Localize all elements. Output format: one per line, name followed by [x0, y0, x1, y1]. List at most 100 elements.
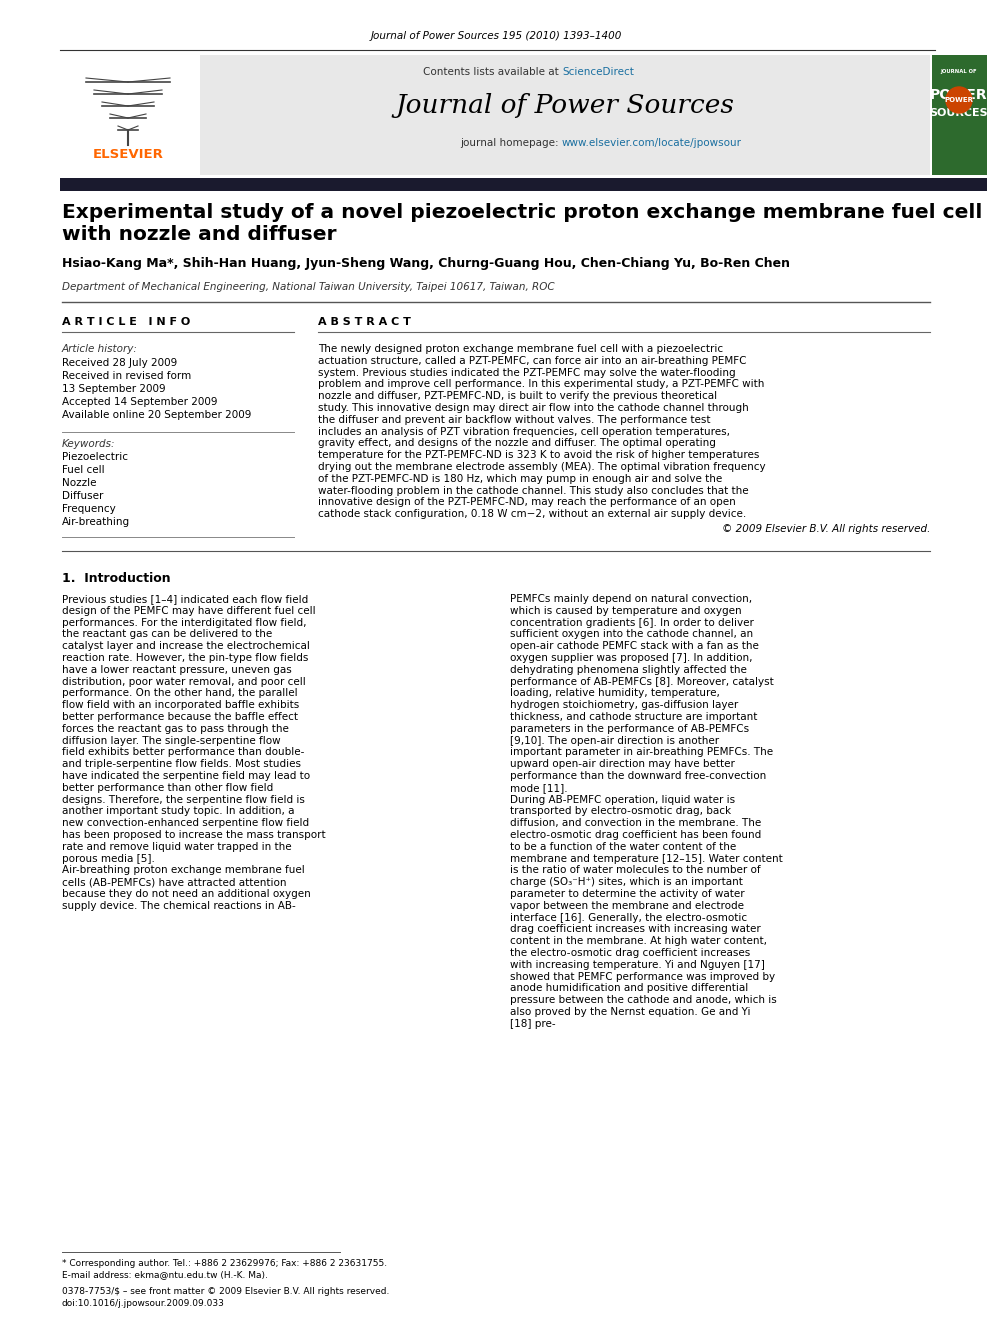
Text: ELSEVIER: ELSEVIER [92, 148, 164, 161]
Text: nozzle and diffuser, PZT-PEMFC-ND, is built to verify the previous theoretical: nozzle and diffuser, PZT-PEMFC-ND, is bu… [318, 392, 717, 401]
Text: vapor between the membrane and electrode: vapor between the membrane and electrode [510, 901, 744, 910]
Text: Experimental study of a novel piezoelectric proton exchange membrane fuel cell: Experimental study of a novel piezoelect… [62, 204, 982, 222]
Text: A R T I C L E   I N F O: A R T I C L E I N F O [62, 318, 190, 327]
Text: diffusion, and convection in the membrane. The: diffusion, and convection in the membran… [510, 818, 761, 828]
Text: © 2009 Elsevier B.V. All rights reserved.: © 2009 Elsevier B.V. All rights reserved… [721, 524, 930, 534]
Text: performance. On the other hand, the parallel: performance. On the other hand, the para… [62, 688, 298, 699]
Text: www.elsevier.com/locate/jpowsour: www.elsevier.com/locate/jpowsour [562, 138, 742, 148]
Text: Air-breathing proton exchange membrane fuel: Air-breathing proton exchange membrane f… [62, 865, 305, 876]
Text: upward open-air direction may have better: upward open-air direction may have bette… [510, 759, 735, 769]
Text: Article history:: Article history: [62, 344, 138, 355]
Text: study. This innovative design may direct air flow into the cathode channel throu: study. This innovative design may direct… [318, 404, 749, 413]
Text: diffusion layer. The single-serpentine flow: diffusion layer. The single-serpentine f… [62, 736, 281, 746]
Text: performance of AB-PEMFCs [8]. Moreover, catalyst: performance of AB-PEMFCs [8]. Moreover, … [510, 676, 774, 687]
Text: of the PZT-PEMFC-ND is 180 Hz, which may pump in enough air and solve the: of the PZT-PEMFC-ND is 180 Hz, which may… [318, 474, 722, 484]
FancyBboxPatch shape [932, 56, 987, 175]
Text: A B S T R A C T: A B S T R A C T [318, 318, 411, 327]
Text: the reactant gas can be delivered to the: the reactant gas can be delivered to the [62, 630, 272, 639]
Text: performances. For the interdigitated flow field,: performances. For the interdigitated flo… [62, 618, 307, 627]
Text: [18] pre-: [18] pre- [510, 1019, 556, 1029]
Text: Department of Mechanical Engineering, National Taiwan University, Taipei 10617, : Department of Mechanical Engineering, Na… [62, 282, 555, 292]
Text: the electro-osmotic drag coefficient increases: the electro-osmotic drag coefficient inc… [510, 949, 750, 958]
Text: POWER: POWER [930, 89, 988, 102]
Text: concentration gradients [6]. In order to deliver: concentration gradients [6]. In order to… [510, 618, 754, 627]
Text: thickness, and cathode structure are important: thickness, and cathode structure are imp… [510, 712, 757, 722]
Text: ScienceDirect: ScienceDirect [562, 67, 634, 77]
Text: important parameter in air-breathing PEMFCs. The: important parameter in air-breathing PEM… [510, 747, 773, 757]
Text: Accepted 14 September 2009: Accepted 14 September 2009 [62, 397, 217, 407]
Text: membrane and temperature [12–15]. Water content: membrane and temperature [12–15]. Water … [510, 853, 783, 864]
Text: Received 28 July 2009: Received 28 July 2009 [62, 359, 178, 368]
Text: Received in revised form: Received in revised form [62, 370, 191, 381]
Text: design of the PEMFC may have different fuel cell: design of the PEMFC may have different f… [62, 606, 315, 615]
Text: doi:10.1016/j.jpowsour.2009.09.033: doi:10.1016/j.jpowsour.2009.09.033 [62, 1299, 225, 1308]
Text: JOURNAL OF: JOURNAL OF [940, 70, 977, 74]
Text: has been proposed to increase the mass transport: has been proposed to increase the mass t… [62, 830, 325, 840]
Text: another important study topic. In addition, a: another important study topic. In additi… [62, 807, 295, 816]
Text: Contents lists available at: Contents lists available at [423, 67, 562, 77]
Text: better performance because the baffle effect: better performance because the baffle ef… [62, 712, 298, 722]
Text: [9,10]. The open-air direction is another: [9,10]. The open-air direction is anothe… [510, 736, 719, 746]
Text: cathode stack configuration, 0.18 W cm−2, without an external air supply device.: cathode stack configuration, 0.18 W cm−2… [318, 509, 746, 519]
Text: electro-osmotic drag coefficient has been found: electro-osmotic drag coefficient has bee… [510, 830, 761, 840]
Text: gravity effect, and designs of the nozzle and diffuser. The optimal operating: gravity effect, and designs of the nozzl… [318, 438, 716, 448]
Text: parameter to determine the activity of water: parameter to determine the activity of w… [510, 889, 745, 900]
Text: have a lower reactant pressure, uneven gas: have a lower reactant pressure, uneven g… [62, 664, 292, 675]
Text: is the ratio of water molecules to the number of: is the ratio of water molecules to the n… [510, 865, 761, 876]
Text: forces the reactant gas to pass through the: forces the reactant gas to pass through … [62, 724, 289, 734]
Text: hydrogen stoichiometry, gas-diffusion layer: hydrogen stoichiometry, gas-diffusion la… [510, 700, 738, 710]
FancyBboxPatch shape [60, 56, 198, 149]
Text: to be a function of the water content of the: to be a function of the water content of… [510, 841, 736, 852]
Text: cells (AB-PEMFCs) have attracted attention: cells (AB-PEMFCs) have attracted attenti… [62, 877, 287, 888]
Text: 1.  Introduction: 1. Introduction [62, 573, 171, 586]
Text: oxygen supplier was proposed [7]. In addition,: oxygen supplier was proposed [7]. In add… [510, 654, 753, 663]
Text: field exhibits better performance than double-: field exhibits better performance than d… [62, 747, 305, 757]
Text: innovative design of the PZT-PEMFC-ND, may reach the performance of an open: innovative design of the PZT-PEMFC-ND, m… [318, 497, 736, 508]
Text: Available online 20 September 2009: Available online 20 September 2009 [62, 410, 251, 419]
Text: transported by electro-osmotic drag, back: transported by electro-osmotic drag, bac… [510, 807, 731, 816]
Text: pressure between the cathode and anode, which is: pressure between the cathode and anode, … [510, 995, 777, 1005]
Text: new convection-enhanced serpentine flow field: new convection-enhanced serpentine flow … [62, 818, 310, 828]
Text: reaction rate. However, the pin-type flow fields: reaction rate. However, the pin-type flo… [62, 654, 309, 663]
Text: journal homepage:: journal homepage: [460, 138, 562, 148]
Text: problem and improve cell performance. In this experimental study, a PZT-PEMFC wi: problem and improve cell performance. In… [318, 380, 765, 389]
Text: have indicated the serpentine field may lead to: have indicated the serpentine field may … [62, 771, 310, 781]
Text: Nozzle: Nozzle [62, 478, 96, 488]
Text: charge (SO₃⁻H⁺) sites, which is an important: charge (SO₃⁻H⁺) sites, which is an impor… [510, 877, 743, 888]
Text: POWER: POWER [944, 97, 973, 103]
Text: system. Previous studies indicated the PZT-PEMFC may solve the water-flooding: system. Previous studies indicated the P… [318, 368, 736, 377]
Text: parameters in the performance of AB-PEMFCs: parameters in the performance of AB-PEMF… [510, 724, 749, 734]
Text: * Corresponding author. Tel.: +886 2 23629976; Fax: +886 2 23631755.: * Corresponding author. Tel.: +886 2 236… [62, 1258, 387, 1267]
Text: water-flooding problem in the cathode channel. This study also concludes that th: water-flooding problem in the cathode ch… [318, 486, 749, 496]
Text: designs. Therefore, the serpentine flow field is: designs. Therefore, the serpentine flow … [62, 795, 305, 804]
Text: and triple-serpentine flow fields. Most studies: and triple-serpentine flow fields. Most … [62, 759, 301, 769]
Text: dehydrating phenomena slightly affected the: dehydrating phenomena slightly affected … [510, 664, 747, 675]
Text: the diffuser and prevent air backflow without valves. The performance test: the diffuser and prevent air backflow wi… [318, 415, 710, 425]
FancyBboxPatch shape [60, 179, 987, 191]
Text: sufficient oxygen into the cathode channel, an: sufficient oxygen into the cathode chann… [510, 630, 753, 639]
Text: also proved by the Nernst equation. Ge and Yi: also proved by the Nernst equation. Ge a… [510, 1007, 751, 1017]
Text: Keywords:: Keywords: [62, 439, 115, 448]
Text: open-air cathode PEMFC stack with a fan as the: open-air cathode PEMFC stack with a fan … [510, 642, 759, 651]
Text: drying out the membrane electrode assembly (MEA). The optimal vibration frequenc: drying out the membrane electrode assemb… [318, 462, 766, 472]
Text: interface [16]. Generally, the electro-osmotic: interface [16]. Generally, the electro-o… [510, 913, 747, 922]
Text: temperature for the PZT-PEMFC-ND is 323 K to avoid the risk of higher temperatur: temperature for the PZT-PEMFC-ND is 323 … [318, 450, 759, 460]
Text: better performance than other flow field: better performance than other flow field [62, 783, 273, 792]
Text: Fuel cell: Fuel cell [62, 464, 104, 475]
Text: with nozzle and diffuser: with nozzle and diffuser [62, 225, 336, 245]
Text: which is caused by temperature and oxygen: which is caused by temperature and oxyge… [510, 606, 742, 615]
Text: Air-breathing: Air-breathing [62, 517, 130, 527]
Text: actuation structure, called a PZT-PEMFC, can force air into an air-breathing PEM: actuation structure, called a PZT-PEMFC,… [318, 356, 747, 365]
Text: showed that PEMFC performance was improved by: showed that PEMFC performance was improv… [510, 971, 775, 982]
Text: 13 September 2009: 13 September 2009 [62, 384, 166, 394]
Text: Piezoelectric: Piezoelectric [62, 452, 128, 462]
Text: mode [11].: mode [11]. [510, 783, 567, 792]
Text: Diffuser: Diffuser [62, 491, 103, 501]
Text: with increasing temperature. Yi and Nguyen [17]: with increasing temperature. Yi and Nguy… [510, 959, 765, 970]
Text: anode humidification and positive differential: anode humidification and positive differ… [510, 983, 748, 994]
Text: Previous studies [1–4] indicated each flow field: Previous studies [1–4] indicated each fl… [62, 594, 309, 605]
Text: loading, relative humidity, temperature,: loading, relative humidity, temperature, [510, 688, 720, 699]
Text: During AB-PEMFC operation, liquid water is: During AB-PEMFC operation, liquid water … [510, 795, 735, 804]
Text: rate and remove liquid water trapped in the: rate and remove liquid water trapped in … [62, 841, 292, 852]
Text: Frequency: Frequency [62, 504, 116, 515]
